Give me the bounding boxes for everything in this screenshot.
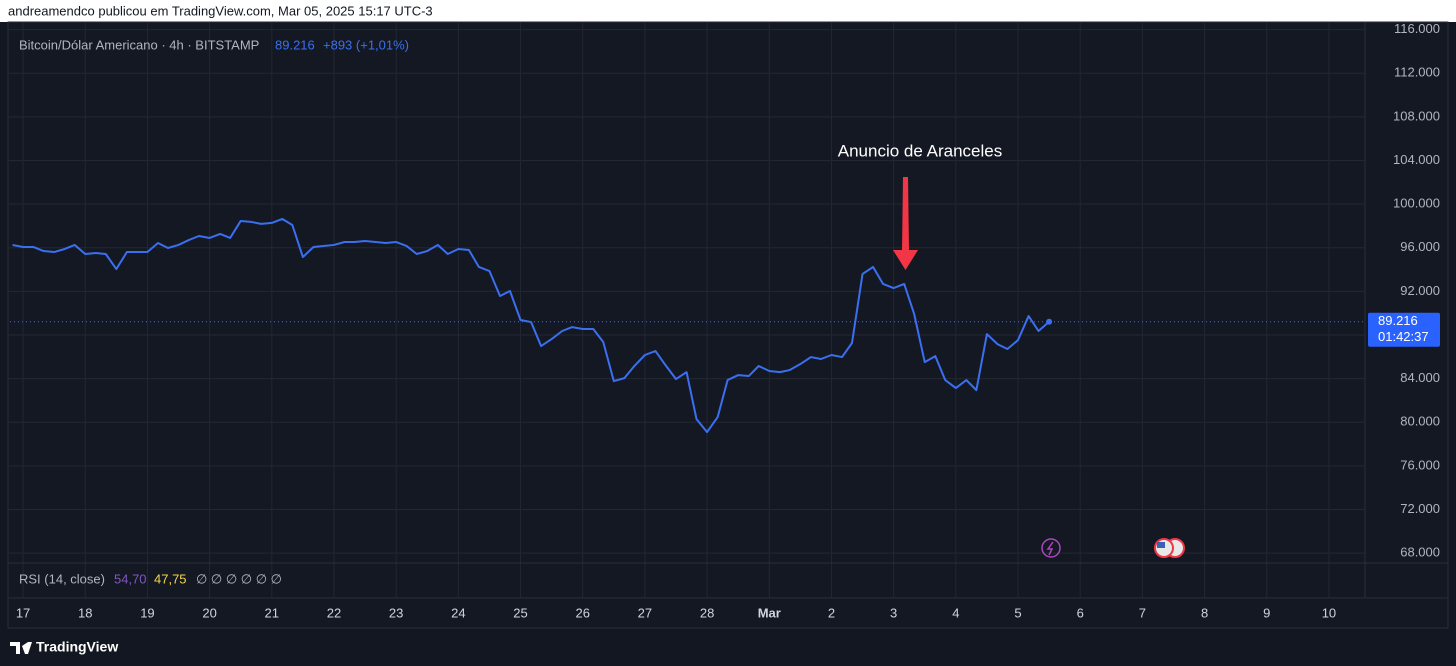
flag-canton: [1157, 542, 1165, 548]
x-tick-label: 2: [828, 605, 835, 620]
last-price-label: 89.216: [1378, 313, 1418, 328]
last-point: [1046, 318, 1053, 325]
x-tick-label: 6: [1077, 605, 1084, 620]
price-line: [12, 217, 1050, 434]
x-tick-label: 18: [78, 605, 92, 620]
x-tick-label: 23: [389, 605, 403, 620]
last-price-badge: [1368, 312, 1440, 347]
legend-change: +893 (+1,01%): [323, 37, 409, 52]
x-tick-label: 21: [265, 605, 279, 620]
series-name: Bitcoin/Dólar Americano · 4h · BITSTAMP: [19, 37, 259, 52]
x-tick-label: 5: [1014, 605, 1021, 620]
x-tick-label: 8: [1201, 605, 1208, 620]
event-icon-bolt: [1046, 541, 1054, 556]
y-tick-label: 104.000: [1393, 152, 1440, 167]
x-tick-label: 20: [202, 605, 216, 620]
x-tick-label: 17: [16, 605, 30, 620]
annotation: Anuncio de Aranceles: [838, 141, 1002, 160]
rsi-value: 47,75: [154, 571, 187, 586]
footer: TradingView: [36, 639, 118, 655]
y-tick-label: 96.000: [1400, 239, 1440, 254]
x-tick-label: 10: [1322, 605, 1336, 620]
x-tick-label: 28: [700, 605, 714, 620]
x-tick-label: 3: [890, 605, 897, 620]
logo: [10, 642, 32, 654]
event-icon: [1041, 538, 1061, 558]
x-tick-label: 25: [513, 605, 527, 620]
x-tick-label: 26: [575, 605, 589, 620]
y-tick-label: 68.000: [1400, 545, 1440, 560]
y-tick-label: 72.000: [1400, 501, 1440, 516]
x-tick-label: 22: [327, 605, 341, 620]
rsi-empty: ∅ ∅ ∅ ∅ ∅ ∅: [196, 571, 282, 586]
header: andreamendco publicou em TradingView.com…: [8, 3, 433, 18]
annotation-arrow: [893, 177, 918, 270]
header-bar: [0, 0, 1456, 22]
y-tick-label: 108.000: [1393, 108, 1440, 123]
x-tick-label: 19: [140, 605, 154, 620]
y-tick-label: 116.000: [1394, 21, 1440, 36]
countdown: 01:42:37: [1378, 329, 1429, 344]
y-tick-label: 92.000: [1400, 283, 1440, 298]
rsi-value: 54,70: [114, 571, 147, 586]
y-tick-label: 80.000: [1400, 414, 1440, 429]
x-tick-label: 9: [1263, 605, 1270, 620]
y-tick-label: 84.000: [1400, 370, 1440, 385]
x-tick-label: 27: [638, 605, 652, 620]
chart-area: [7, 21, 1449, 629]
x-tick-label: 24: [451, 605, 465, 620]
y-tick-label: 112.000: [1394, 65, 1440, 80]
y-tick-label: 76.000: [1400, 457, 1440, 472]
legend-price: 89.216: [275, 37, 315, 52]
y-tick-label: 100.000: [1393, 196, 1440, 211]
rsi-title: RSI (14, close): [19, 571, 105, 586]
x-tick-label: Mar: [758, 605, 781, 620]
x-tick-label: 7: [1139, 605, 1146, 620]
x-tick-label: 4: [952, 605, 959, 620]
